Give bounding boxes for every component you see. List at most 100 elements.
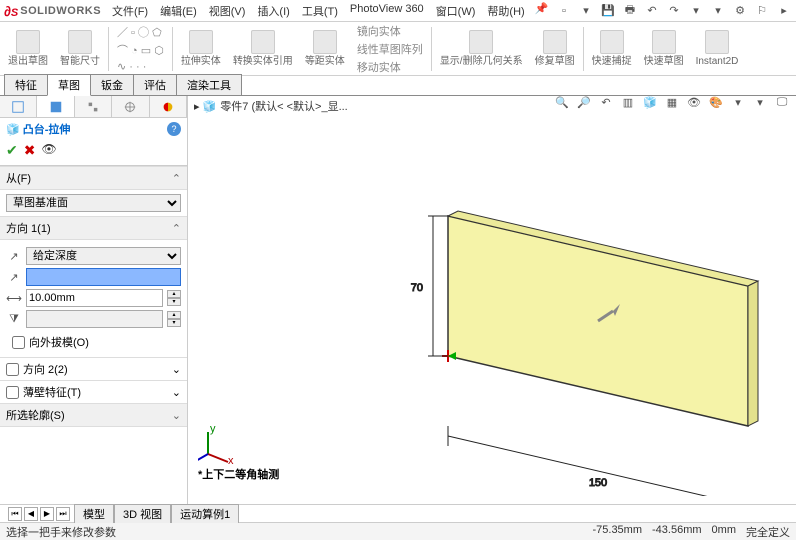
prev-view-icon[interactable]: ↶ [598, 96, 614, 112]
ribbon-relations[interactable]: 显示/删除几何关系 [436, 24, 527, 73]
spline-tool-icon[interactable]: ∿ · · · [117, 60, 164, 73]
distance-spinner[interactable]: ▴▾ [167, 290, 181, 306]
tab-prev-icon[interactable]: ◀ [24, 507, 38, 521]
menu-tools[interactable]: 工具(T) [299, 1, 341, 21]
from-section-header[interactable]: 从(F)⌃ [0, 166, 187, 190]
scene-icon[interactable]: ▾ [730, 96, 746, 112]
arc-tool-icon[interactable]: ⌒ ◔ ▭ ⬡ [117, 42, 164, 58]
save-icon[interactable]: 💾 [600, 3, 616, 19]
spin-down[interactable]: ▾ [167, 298, 181, 306]
help-icon[interactable]: ? [167, 122, 181, 136]
linear-pattern-item[interactable]: 线性草图阵列 [357, 41, 423, 57]
options-icon[interactable]: ⚙ [732, 3, 748, 19]
ribbon-instant2d[interactable]: Instant2D [692, 24, 743, 73]
depth-input[interactable] [26, 268, 181, 286]
tab-first-icon[interactable]: ⏮ [8, 507, 22, 521]
tab-sketch[interactable]: 草图 [47, 74, 91, 96]
flag-icon[interactable]: ⚐ [754, 3, 770, 19]
hide-show-icon[interactable]: 👁 [686, 96, 702, 112]
menu-window[interactable]: 窗口(W) [433, 1, 479, 21]
print-icon[interactable]: 🖶 [622, 3, 638, 19]
more-icon[interactable]: ▸ [776, 3, 792, 19]
rebuild-icon[interactable]: ▾ [710, 3, 726, 19]
config-tab[interactable] [75, 96, 112, 117]
orientation-label: *上下二等角轴测 [198, 466, 279, 482]
dim-height[interactable]: 70 [411, 216, 448, 356]
contours-header[interactable]: 所选轮廓(S)⌄ [0, 403, 187, 427]
dimxpert-tab[interactable] [112, 96, 149, 117]
menu-edit[interactable]: 编辑(E) [157, 1, 200, 21]
property-manager: 🧊 凸台-拉伸 ? ✔ ✖ 👁 从(F)⌃ 草图基准面 方向 1(1)⌃ ↗ 给… [0, 96, 188, 504]
dim-width[interactable]: 150 [448, 426, 748, 496]
feature-tree-tab[interactable] [0, 96, 37, 117]
chevron-down-icon[interactable]: ⌄ [172, 363, 181, 376]
menu-photoview[interactable]: PhotoView 360 [347, 1, 427, 21]
draft-spinner[interactable]: ▴▾ [167, 311, 181, 327]
zoom-fit-icon[interactable]: 🔍 [554, 96, 570, 112]
reverse-icon[interactable]: ↗ [6, 250, 22, 263]
from-select[interactable]: 草图基准面 [6, 194, 181, 212]
view-orient-icon[interactable]: 🧊 [642, 96, 658, 112]
tab-features[interactable]: 特征 [4, 74, 48, 95]
tab-evaluate[interactable]: 评估 [133, 74, 177, 95]
tab-model[interactable]: 模型 [74, 504, 114, 523]
new-icon[interactable]: ▫ [556, 3, 572, 19]
menu-view[interactable]: 视图(V) [206, 1, 249, 21]
move-item[interactable]: 移动实体 [357, 59, 423, 75]
chevron-up-icon: ⌃ [172, 172, 181, 185]
display-style-icon[interactable]: ▦ [664, 96, 680, 112]
ribbon-exit-sketch[interactable]: 退出草图 [4, 24, 52, 73]
menu-help[interactable]: 帮助(H) [484, 1, 527, 21]
spin-up[interactable]: ▴ [167, 290, 181, 298]
ribbon-smart-dim[interactable]: 智能尺寸 [56, 24, 104, 73]
ribbon-rapidsketch[interactable]: 快速草图 [640, 24, 688, 73]
spin-down[interactable]: ▾ [167, 319, 181, 327]
pushpin-icon[interactable]: 📌 [534, 1, 550, 17]
section-icon[interactable]: ▥ [620, 96, 636, 112]
ribbon-quicksnap[interactable]: 快速捕捉 [588, 24, 636, 73]
chevron-down-icon[interactable]: ⌄ [172, 386, 181, 399]
menu-insert[interactable]: 插入(I) [254, 1, 292, 21]
tab-last-icon[interactable]: ⏭ [56, 507, 70, 521]
distance-input[interactable] [26, 289, 163, 307]
ribbon-extrude[interactable]: 拉伸实体 [177, 24, 225, 73]
direction-icon[interactable]: ↗ [6, 271, 22, 284]
ribbon-convert[interactable]: 转换实体引用 [229, 24, 297, 73]
graphics-viewport[interactable]: ▸ 🧊 零件7 (默认< <默认>_显... 🔍 🔎 ↶ ▥ 🧊 ▦ 👁 🎨 ▾… [188, 96, 796, 504]
menu-file[interactable]: 文件(F) [109, 1, 151, 21]
draft-icon[interactable]: ⧩ [6, 313, 22, 326]
redo-icon[interactable]: ↷ [666, 3, 682, 19]
preview-icon[interactable]: 👁 [41, 142, 56, 159]
draft-input[interactable] [26, 310, 163, 328]
property-tab[interactable] [37, 96, 74, 117]
view-settings-icon[interactable]: ▾ [752, 96, 768, 112]
view-triad[interactable]: y x [198, 424, 238, 464]
ribbon-offset[interactable]: 等距实体 [301, 24, 349, 73]
ok-button[interactable]: ✔ [6, 142, 18, 159]
line-tool-icon[interactable]: ／ ▫ ◯ ⬠ [117, 24, 164, 40]
dir1-section-header[interactable]: 方向 1(1)⌃ [0, 216, 187, 240]
motion-tabs: ⏮ ◀ ▶ ⏭ 模型 3D 视图 运动算例1 [0, 504, 796, 522]
tab-next-icon[interactable]: ▶ [40, 507, 54, 521]
zoom-area-icon[interactable]: 🔎 [576, 96, 592, 112]
dir2-checkbox[interactable] [6, 363, 19, 376]
open-icon[interactable]: ▾ [578, 3, 594, 19]
flyout-tree[interactable]: ▸ 🧊 零件7 (默认< <默认>_显... [194, 98, 348, 114]
ribbon-repair[interactable]: 修复草图 [531, 24, 579, 73]
tab-motion[interactable]: 运动算例1 [171, 504, 239, 523]
tab-render[interactable]: 渲染工具 [176, 74, 242, 95]
cancel-button[interactable]: ✖ [24, 142, 36, 159]
dim-height-value: 70 [411, 282, 423, 294]
tab-3dview[interactable]: 3D 视图 [114, 504, 171, 523]
draft-outward-checkbox[interactable] [12, 336, 25, 349]
select-icon[interactable]: ▾ [688, 3, 704, 19]
mirror-item[interactable]: 镜向实体 [357, 23, 423, 39]
screen-icon[interactable]: 🖵 [774, 96, 790, 112]
spin-up[interactable]: ▴ [167, 311, 181, 319]
tab-sheetmetal[interactable]: 钣金 [90, 74, 134, 95]
thin-checkbox[interactable] [6, 386, 19, 399]
appearance-icon[interactable]: 🎨 [708, 96, 724, 112]
undo-icon[interactable]: ↶ [644, 3, 660, 19]
display-tab[interactable] [150, 96, 187, 117]
end-condition-select[interactable]: 给定深度 [26, 247, 181, 265]
